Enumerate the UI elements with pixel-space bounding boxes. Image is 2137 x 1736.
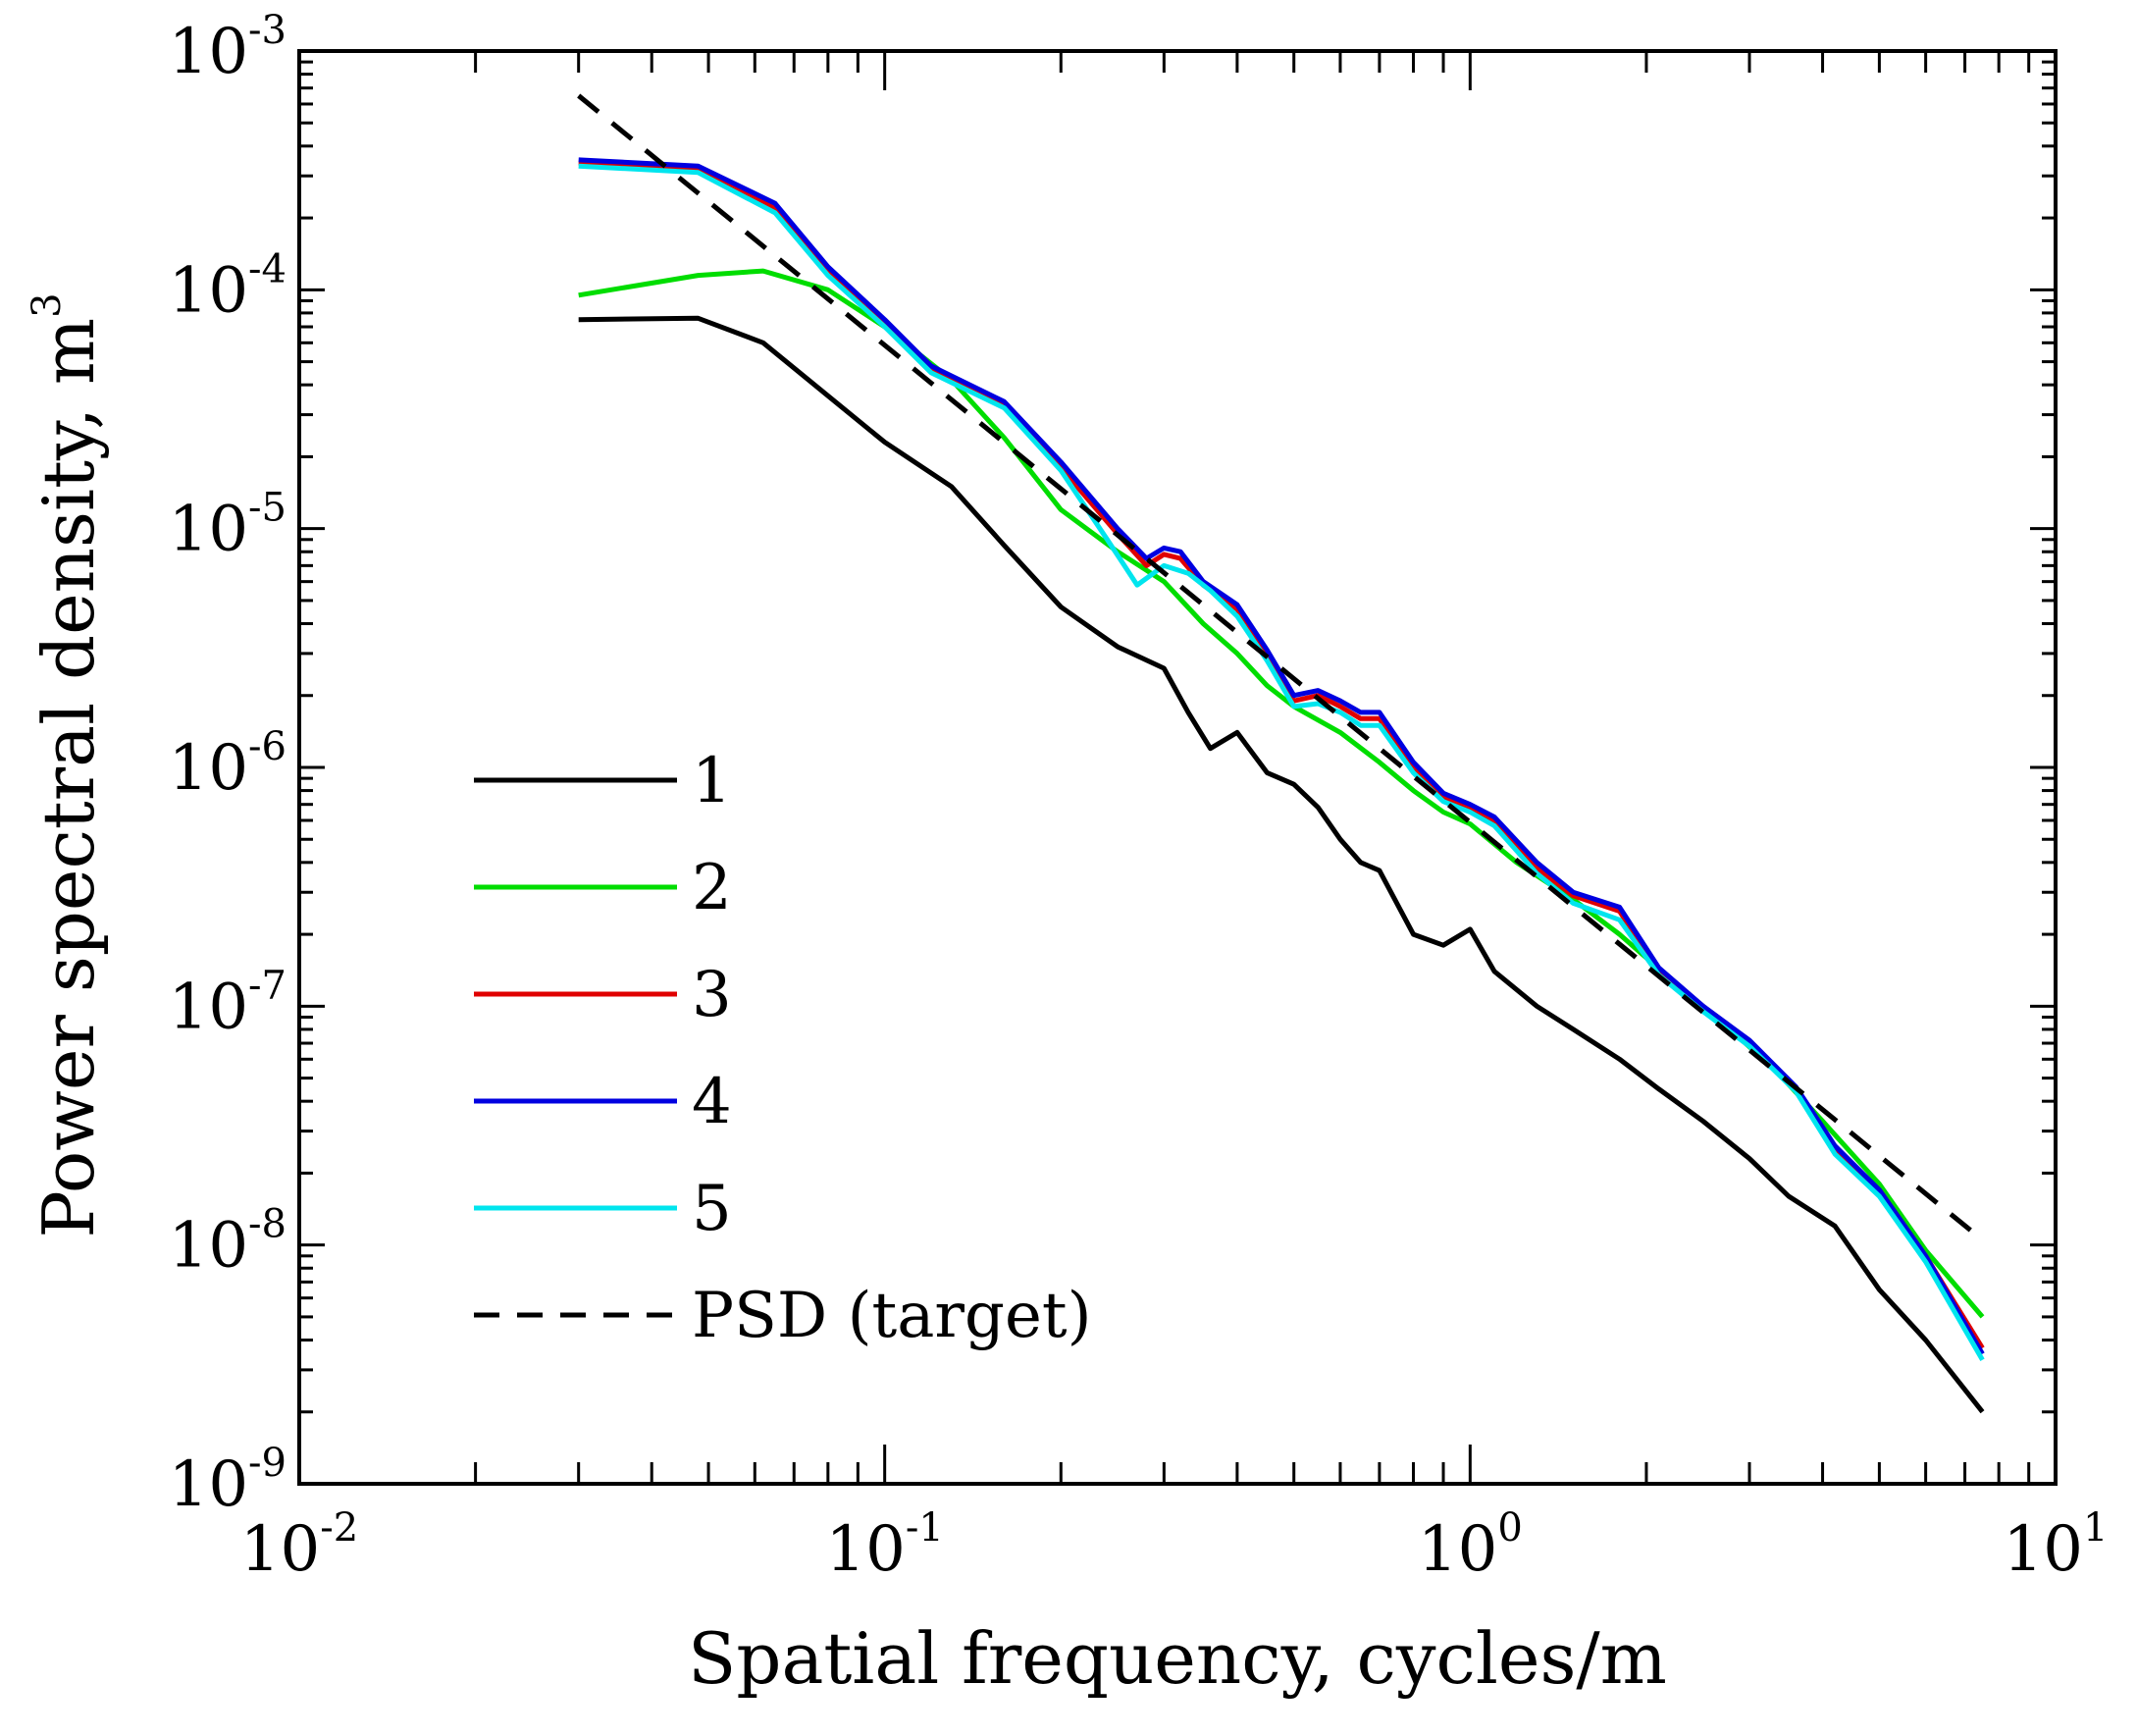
y-tick-label-base: 10 [169, 732, 248, 805]
legend-label: PSD (target) [692, 1280, 1092, 1352]
x-tick-label: 100 [1418, 1505, 1523, 1586]
legend-label: 5 [692, 1173, 732, 1245]
y-tick-label-base: 10 [169, 494, 248, 566]
x-tick-label: 101 [2004, 1505, 2109, 1586]
y-tick-label-base: 10 [169, 1210, 248, 1283]
series-lines [577, 93, 1985, 1414]
y-tick-label: 10-7 [169, 963, 287, 1043]
y-tick-label-exponent: -6 [248, 724, 287, 769]
x-tick-label-exponent: -2 [320, 1505, 358, 1551]
x-tick-labels: 10-2 10-1 100 101 [240, 1505, 2109, 1586]
x-axis-title: Spatial frequency, cycles/m [688, 1617, 1667, 1700]
y-tick-label-exponent: -3 [248, 8, 287, 53]
series-line-4 [578, 157, 1985, 1355]
y-tick-label: 10-5 [169, 486, 287, 566]
y-tick-label: 10-6 [169, 724, 287, 805]
y-axis-title-text: Power spectral density, m [27, 318, 110, 1238]
x-tick-label-base: 10 [1418, 1513, 1497, 1586]
y-axis-title-exponent: 3 [25, 292, 70, 317]
y-tick-labels: 10-310-410-510-610-710-810-9 [169, 8, 287, 1521]
plot-frame [297, 49, 2058, 1486]
y-tick-label-exponent: -9 [248, 1441, 287, 1486]
legend-label: 3 [692, 959, 732, 1031]
y-tick-label-exponent: -4 [248, 246, 287, 291]
series-line-1 [578, 315, 1985, 1414]
x-tick-label-exponent: 1 [2083, 1505, 2108, 1551]
y-axis-title: Power spectral density, m3 [25, 292, 110, 1237]
x-tick-label: 10-2 [240, 1505, 358, 1586]
x-tick-label-base: 10 [2004, 1513, 2083, 1586]
legend-label: 1 [692, 745, 732, 817]
y-minor-ticks [299, 60, 2056, 1486]
y-tick-label: 10-8 [169, 1202, 287, 1283]
y-tick-label: 10-3 [169, 8, 287, 88]
legend: 1 2 3 4 5 PSD (target) [474, 745, 1092, 1352]
y-tick-label-exponent: -8 [248, 1202, 287, 1247]
y-tick-label-base: 10 [169, 254, 248, 327]
y-tick-label-exponent: -5 [248, 486, 287, 531]
y-tick-label: 10-9 [169, 1441, 287, 1521]
y-tick-label-base: 10 [169, 16, 248, 88]
x-tick-label: 10-1 [825, 1505, 943, 1586]
series-line-2 [578, 268, 1985, 1319]
x-tick-label-exponent: -1 [906, 1505, 944, 1551]
y-tick-label-base: 10 [169, 1448, 248, 1521]
legend-label: 4 [692, 1066, 732, 1138]
y-tick-label-base: 10 [169, 971, 248, 1043]
y-tick-label-exponent: -7 [248, 963, 287, 1008]
x-tick-label-exponent: 0 [1497, 1505, 1522, 1551]
legend-label: 2 [692, 852, 732, 924]
y-tick-label: 10-4 [169, 246, 287, 327]
x-minor-ticks [297, 51, 2031, 1484]
series-line-3 [578, 160, 1985, 1350]
x-tick-label-base: 10 [825, 1513, 905, 1586]
x-tick-label-base: 10 [240, 1513, 320, 1586]
